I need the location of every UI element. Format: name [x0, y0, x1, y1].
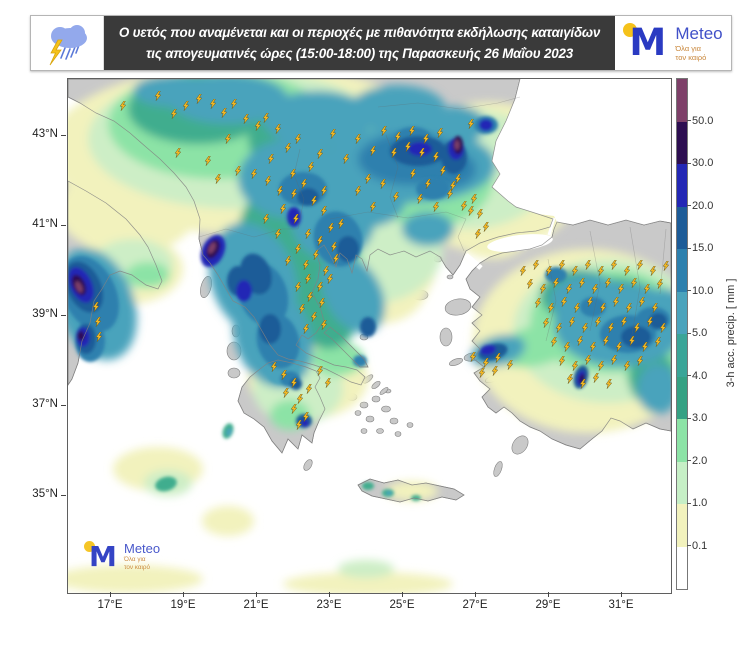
colorbar-tick: [687, 247, 691, 249]
colorbar-segment: [677, 79, 687, 122]
lon-tick: [255, 592, 257, 597]
colorbar-tick: [687, 332, 691, 334]
lon-tick: [182, 592, 184, 597]
colorbar-segment: [677, 206, 687, 249]
colorbar-tick: [687, 290, 691, 291]
meteo-logo: M Meteo Όλα για τον καιρό: [615, 16, 731, 70]
lat-tick: [61, 494, 66, 496]
lon-tick: [401, 592, 403, 597]
sun-dot-icon: [623, 23, 638, 37]
lat-tick: [61, 134, 66, 136]
meteo-logo-text: Meteo Όλα για τον καιρό: [675, 24, 722, 63]
colorbar-segment: [677, 461, 687, 504]
colorbar-segment: [677, 504, 687, 547]
lon-tick: [620, 592, 622, 597]
colorbar-tick-label: 15.0: [692, 242, 714, 254]
colorbar-segment: [677, 376, 687, 419]
colorbar-segment: [677, 334, 687, 377]
lat-tick-label: 43°N: [32, 128, 58, 140]
map-canvas: [68, 79, 671, 593]
watermark-tagline: Όλα για τον καιρό: [124, 556, 150, 571]
lon-tick-label: 23°E: [316, 599, 342, 611]
logo-m-letter: M: [629, 21, 667, 64]
title-line-2: τις απογευματινές ώρες (15:00-18:00) της…: [145, 46, 574, 61]
colorbar-segment: [677, 291, 687, 334]
colorbar-tick: [687, 460, 691, 461]
colorbar-tick: [687, 205, 691, 206]
meteo-logo-m-icon: M: [623, 21, 669, 64]
storm-icon-graphic: [49, 25, 87, 66]
colorbar-tick: [687, 375, 691, 376]
lon-tick: [547, 592, 549, 597]
watermark-brand-name: Meteo: [124, 541, 161, 556]
colorbar-tick: [687, 162, 691, 164]
colorbar-tick-label: 30.0: [692, 157, 714, 169]
colorbar-tick-label: 4.0: [692, 369, 708, 382]
lon-tick-label: 21°E: [243, 599, 269, 611]
page-title: Ο υετός που αναμένεται και οι περιοχές μ…: [104, 16, 615, 70]
lon-tick: [474, 592, 476, 597]
watermark-m-icon: M: [84, 540, 118, 573]
colorbar-tick: [687, 545, 691, 546]
logo-tagline: Όλα για τον καιρό: [675, 43, 707, 62]
logo-brand-name: Meteo: [675, 23, 723, 43]
lon-tick: [328, 592, 330, 597]
watermark-sun-dot-icon: [84, 541, 95, 553]
lat-tick: [61, 314, 66, 316]
lat-tick-label: 41°N: [32, 218, 58, 230]
header-bar: Ο υετός που αναμένεται και οι περιοχές μ…: [30, 15, 732, 71]
storm-cloud-lightning-icon: [31, 16, 104, 70]
lon-tick: [109, 592, 111, 597]
meteo-logo-lockup: M Meteo Όλα για τον καιρό: [623, 21, 723, 64]
colorbar-unit-label: 3-h acc. precip. [ mm ]: [725, 278, 737, 388]
lat-tick-label: 39°N: [32, 308, 58, 320]
colorbar-tick-label: 0.1: [692, 539, 708, 552]
colorbar-segment: [677, 546, 687, 589]
lon-tick-label: 29°E: [535, 599, 561, 611]
colorbar-segment: [677, 164, 687, 207]
lon-tick-label: 27°E: [462, 599, 488, 611]
colorbar-tick: [687, 120, 691, 121]
meteo-watermark-logo: M Meteo Όλα για τον καιρό: [84, 540, 161, 573]
lat-tick-label: 35°N: [32, 488, 58, 500]
lat-tick-label: 37°N: [32, 398, 58, 410]
colorbar-tick-label: 3.0: [692, 412, 708, 424]
lat-tick: [61, 404, 66, 406]
lon-tick-label: 19°E: [170, 599, 196, 611]
lon-tick-label: 25°E: [389, 599, 415, 611]
colorbar-tick-label: 1.0: [692, 497, 708, 509]
precipitation-map: [67, 78, 672, 594]
colorbar-tick-label: 2.0: [692, 454, 708, 467]
colorbar-tick: [687, 417, 691, 419]
colorbar-tick-label: 20.0: [692, 199, 714, 212]
lon-tick-label: 17°E: [97, 599, 123, 611]
title-line-1: Ο υετός που αναμένεται και οι περιοχές μ…: [118, 24, 601, 40]
precipitation-colorbar: [676, 78, 688, 590]
lat-tick: [61, 224, 66, 226]
colorbar-tick: [687, 502, 691, 504]
colorbar-tick-label: 5.0: [692, 327, 708, 339]
colorbar-tick-label: 50.0: [692, 114, 714, 127]
colorbar-tick-label: 10.0: [692, 284, 714, 297]
colorbar-segment: [677, 121, 687, 164]
colorbar-segment: [677, 249, 687, 292]
lon-tick-label: 31°E: [608, 599, 634, 611]
colorbar-segment: [677, 419, 687, 462]
